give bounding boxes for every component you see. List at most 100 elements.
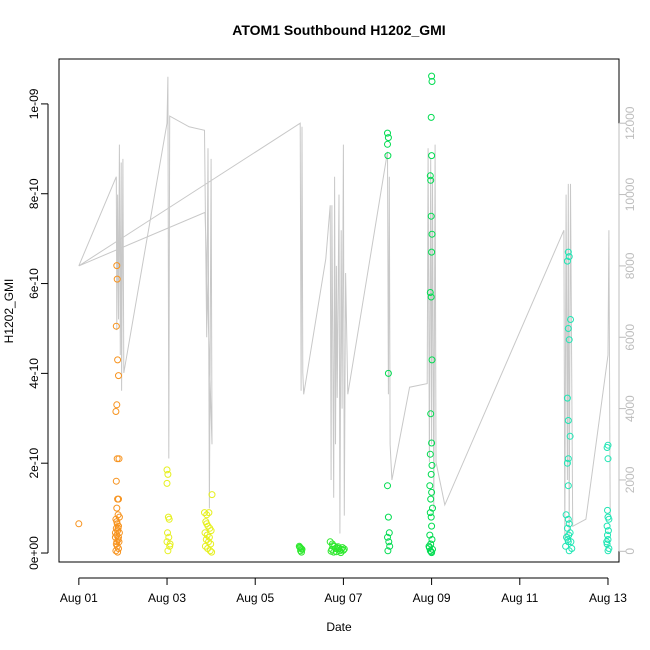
data-point (114, 548, 122, 556)
data-point (565, 520, 573, 528)
data-point (298, 545, 306, 553)
data-point (202, 536, 210, 543)
data-point (112, 477, 120, 485)
data-point (564, 515, 572, 523)
y-tick-label: 4e-10 (27, 358, 41, 389)
secondary-line-layer (78, 76, 611, 541)
data-point (567, 316, 574, 323)
data-point (385, 529, 393, 537)
data-point (428, 461, 436, 469)
y2-tick-label: 12000 (623, 106, 637, 140)
x-tick-label: Aug 07 (324, 591, 362, 605)
data-point (163, 466, 171, 474)
chart-title: ATOM1 Southbound H1202_GMI (232, 22, 445, 38)
data-point (568, 545, 576, 552)
data-point (113, 401, 121, 409)
data-point (427, 495, 435, 503)
data-point (297, 547, 305, 555)
data-point (163, 479, 171, 487)
data-point (384, 152, 392, 160)
data-point (385, 538, 393, 546)
y2-tick-label: 10000 (623, 178, 637, 212)
data-point (115, 533, 122, 541)
data-point (113, 262, 121, 270)
data-point (603, 522, 611, 530)
data-point (113, 538, 121, 546)
data-point (206, 547, 214, 555)
data-point (166, 540, 174, 548)
y2-tick-label: 4000 (623, 395, 637, 422)
data-point (428, 72, 436, 80)
data-point (384, 533, 391, 541)
data-point (115, 513, 123, 521)
data-point (340, 545, 348, 553)
x-tick-label: Aug 09 (413, 591, 451, 605)
data-point (75, 520, 83, 528)
x-axis-label: Date (326, 620, 352, 634)
data-point (565, 253, 573, 261)
data-point (564, 482, 572, 490)
data-point (203, 511, 211, 519)
data-point (427, 176, 435, 184)
data-point (427, 513, 435, 521)
point-group-3 (384, 72, 436, 557)
data-point (428, 356, 436, 364)
x-tick-label: Aug 01 (60, 591, 98, 605)
data-point (563, 257, 571, 265)
data-point (201, 529, 209, 537)
data-point (428, 230, 436, 238)
data-point (603, 444, 611, 451)
data-point (114, 356, 122, 364)
data-point (563, 459, 571, 467)
y-axis: 0e+00 2e-10 4e-10 6e-10 8e-10 1e-09 (27, 88, 49, 570)
data-point (428, 549, 436, 557)
data-point (332, 548, 340, 556)
data-point (165, 515, 173, 523)
y-tick-label: 1e-09 (27, 88, 41, 119)
x-tick-label: Aug 05 (236, 591, 274, 605)
data-point (165, 533, 173, 541)
data-point (426, 450, 434, 458)
y2-tick-label: 6000 (623, 324, 637, 351)
data-point (426, 509, 434, 517)
y-tick-label: 6e-10 (27, 268, 41, 299)
data-point (604, 455, 612, 463)
secondary-series-line (78, 76, 611, 541)
point-group-1 (163, 466, 216, 556)
data-point (384, 140, 391, 148)
data-point (296, 543, 304, 551)
data-point (564, 417, 572, 424)
data-point (562, 542, 570, 550)
data-point (115, 372, 122, 380)
data-point (426, 172, 434, 180)
data-point (426, 289, 434, 296)
data-point (428, 248, 436, 256)
data-point (384, 129, 391, 137)
x-tick-label: Aug 11 (501, 591, 538, 605)
data-point (566, 432, 574, 440)
y-tick-label: 2e-10 (27, 448, 41, 479)
data-point (604, 531, 611, 539)
data-point (425, 542, 433, 550)
data-point (427, 113, 435, 121)
data-point (563, 394, 571, 402)
data-point (386, 542, 394, 550)
data-point (339, 544, 346, 552)
data-point (427, 212, 435, 220)
data-point (334, 543, 342, 551)
point-group-4 (562, 248, 613, 555)
data-point (384, 369, 392, 377)
data-point (112, 408, 120, 415)
data-point (112, 547, 120, 555)
point-group-2 (295, 538, 348, 557)
y2-tick-label: 8000 (623, 252, 637, 279)
data-point (113, 504, 121, 512)
data-point (428, 152, 436, 160)
y2-tick-label: 0 (623, 548, 637, 555)
data-point (164, 470, 172, 478)
data-point (164, 547, 172, 555)
data-point (201, 509, 208, 517)
data-point (428, 439, 436, 447)
data-point (208, 491, 216, 499)
